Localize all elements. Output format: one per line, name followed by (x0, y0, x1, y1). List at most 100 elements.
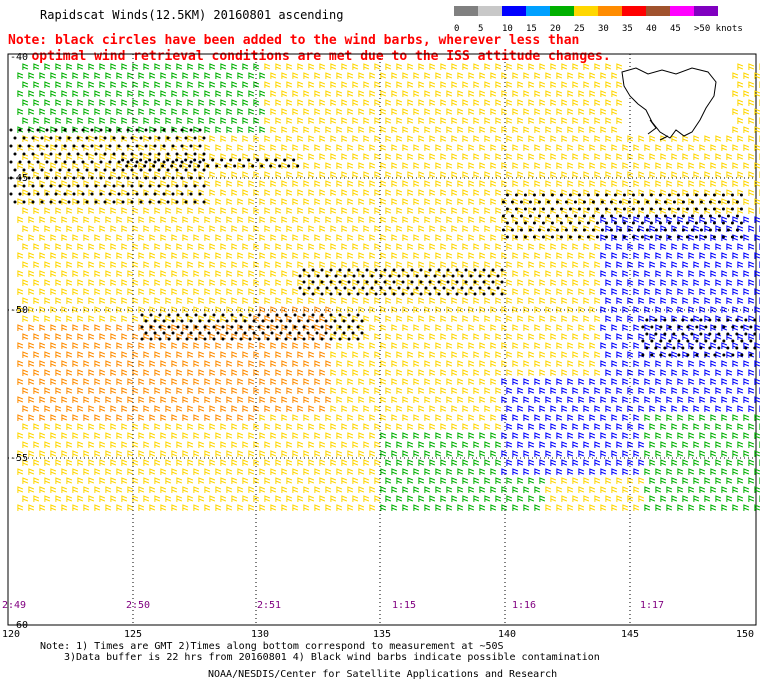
contamination-dot (189, 144, 193, 148)
wind-barb (407, 153, 414, 160)
wind-barb (660, 387, 667, 394)
wind-barb (589, 72, 596, 79)
wind-barb (281, 144, 288, 151)
wind-barb (143, 171, 150, 178)
wind-barb (171, 270, 178, 277)
wind-barb (341, 171, 348, 178)
wind-barb (407, 351, 414, 358)
wind-barb (336, 198, 343, 205)
wind-barb (715, 243, 722, 250)
wind-barb (594, 477, 601, 484)
wind-barb (583, 153, 590, 160)
wind-barb (407, 207, 414, 214)
contamination-dot (153, 319, 157, 323)
wind-barb (44, 261, 51, 268)
wind-barb (165, 405, 172, 412)
wind-barb (352, 477, 359, 484)
wind-barb (616, 135, 623, 142)
wind-barb (523, 126, 530, 133)
contamination-dot (595, 207, 599, 211)
wind-barb (561, 405, 568, 412)
wind-barb (495, 261, 502, 268)
wind-barb (88, 459, 95, 466)
contamination-dot (564, 214, 568, 218)
wind-barb (253, 351, 260, 358)
wind-barb (721, 432, 728, 439)
wind-barb (550, 423, 557, 430)
wind-barb (110, 81, 117, 88)
wind-barb (270, 450, 277, 457)
wind-barb (616, 279, 623, 286)
wind-barb (737, 243, 744, 250)
wind-barb (358, 234, 365, 241)
wind-barb (61, 72, 68, 79)
contamination-dot (555, 200, 559, 204)
wind-barb (677, 180, 684, 187)
wind-barb (446, 468, 453, 475)
wind-barb (94, 342, 101, 349)
wind-barb (391, 378, 398, 385)
wind-barb (270, 432, 277, 439)
wind-barb (88, 225, 95, 232)
contamination-dot (85, 168, 89, 172)
wind-barb (72, 72, 79, 79)
time-label-3: 2:51 (257, 600, 281, 611)
wind-barb (176, 117, 183, 124)
wind-barb (457, 378, 464, 385)
wind-barb (446, 72, 453, 79)
wind-barb (286, 243, 293, 250)
wind-barb (105, 432, 112, 439)
contamination-dot (501, 214, 505, 218)
wind-barb (17, 396, 24, 403)
contamination-dot (712, 193, 716, 197)
wind-barb (198, 369, 205, 376)
wind-barb (462, 441, 469, 448)
wind-barb (330, 189, 337, 196)
wind-barb (688, 378, 695, 385)
wind-barb (99, 117, 106, 124)
wind-barb (479, 378, 486, 385)
wind-barb (732, 378, 739, 385)
wind-barb (275, 441, 282, 448)
contamination-dot (501, 200, 505, 204)
contamination-dot (293, 313, 297, 317)
wind-barb (468, 198, 475, 205)
contamination-dot (537, 228, 541, 232)
wind-barb (330, 243, 337, 250)
wind-barb (336, 126, 343, 133)
wind-barb (704, 369, 711, 376)
contamination-dot (708, 346, 712, 350)
wind-barb (556, 396, 563, 403)
wind-barb (754, 72, 760, 79)
contamination-dot (292, 158, 296, 162)
wind-barb (677, 504, 684, 511)
wind-barb (391, 504, 398, 511)
wind-barb (259, 360, 266, 367)
wind-barb (462, 171, 469, 178)
contamination-dot (586, 207, 590, 211)
wind-barb (418, 117, 425, 124)
wind-barb (275, 81, 282, 88)
wind-barb (330, 351, 337, 358)
wind-barb (539, 315, 546, 322)
wind-barb (363, 153, 370, 160)
wind-barb (616, 333, 623, 340)
wind-barb (215, 216, 222, 223)
contamination-dot (99, 144, 103, 148)
wind-barb (215, 252, 222, 259)
wind-barb (28, 396, 35, 403)
wind-barb (198, 351, 205, 358)
wind-barb (44, 459, 51, 466)
wind-barb (380, 126, 387, 133)
contamination-dot (176, 313, 180, 317)
wind-barb (204, 450, 211, 457)
contamination-dot (347, 325, 351, 329)
wind-barb (699, 324, 706, 331)
wind-barb (479, 360, 486, 367)
wind-barb (391, 252, 398, 259)
wind-barb (407, 495, 414, 502)
wind-barb (715, 189, 722, 196)
wind-barb (611, 108, 618, 115)
wind-barb (28, 234, 35, 241)
wind-barb (226, 144, 233, 151)
